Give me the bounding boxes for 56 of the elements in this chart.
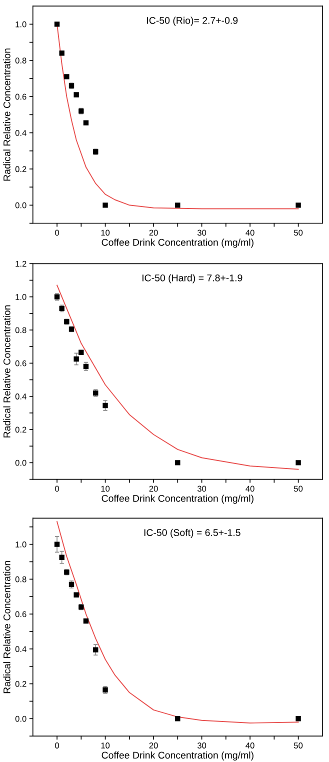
point [59,554,64,560]
y-tick-label: 0.0 [15,202,26,208]
x-tick-label: 20 [149,230,158,236]
y-tick-label: 0.6 [15,611,26,618]
y-tick-label: 0.0 [15,460,26,466]
y-tick-label: 0.2 [15,680,26,687]
x-tick-label: 40 [246,486,254,492]
line-series [56,284,299,470]
x-tick-label: 0 [55,486,60,492]
y-tick-label: 0.4 [15,646,26,652]
x-tick-label: 30 [197,230,206,236]
y-tick-label: 1.0 [16,21,26,28]
x-tick-label: 20 [149,486,158,492]
y-tick-label: 0.6 [15,360,26,366]
y-tick-label: 1.2 [16,260,26,267]
point [83,120,89,126]
point [83,618,89,624]
y-axis-title: Radical Relative Concentration [3,48,10,181]
annotation: IC-50 (Hard) = 7.8+-1.9 [142,274,242,284]
y-tick-label: 0.6 [15,94,26,100]
y-tick-label: 0.4 [15,130,26,136]
x-tick-label: 50 [294,486,303,492]
x-tick-label: 40 [246,230,254,236]
y-axis-title: Radical Relative Concentration [3,561,10,694]
y-tick-label: 1.0 [16,542,26,548]
y-tick-label: 0.0 [15,716,26,722]
x-tick-label: 10 [101,742,110,748]
x-tick-label: 0 [55,742,60,748]
y-tick-label: 0.8 [15,58,26,64]
x-tick-label: 10 [101,486,110,492]
point [83,364,89,370]
y-axis-title: Radical Relative Concentration [3,305,10,438]
x-tick-label: 30 [197,742,206,748]
x-tick-label: 40 [246,742,254,748]
x-tick-label: 50 [294,742,303,748]
point [93,647,98,652]
x-tick-label: 20 [149,742,158,748]
x-tick-label: 10 [101,230,110,236]
y-tick-label: 0.2 [15,166,26,172]
point [74,356,79,362]
y-tick-label: 0.4 [15,394,26,400]
annotation: IC-50 (Soft) = 6.5+-1.5 [144,528,240,538]
x-axis-title: Coffee Drink Concentration (mg/ml) [102,238,254,248]
x-tick-label: 50 [294,230,303,236]
x-tick-label: 0 [55,230,60,236]
y-tick-label: 1.0 [16,294,26,300]
x-axis-title: Coffee Drink Concentration (mg/ml) [102,752,254,761]
y-tick-label: 0.8 [15,327,26,334]
y-tick-label: 0.2 [15,426,26,433]
x-axis-title: Coffee Drink Concentration (mg/ml) [102,494,254,504]
x-tick-label: 30 [197,486,206,492]
annotation: IC-50 (Rio)= 2.7+-0.9 [147,16,238,26]
point [102,402,108,408]
y-tick-label: 0.8 [15,576,26,582]
point [54,542,60,547]
point [54,22,60,27]
